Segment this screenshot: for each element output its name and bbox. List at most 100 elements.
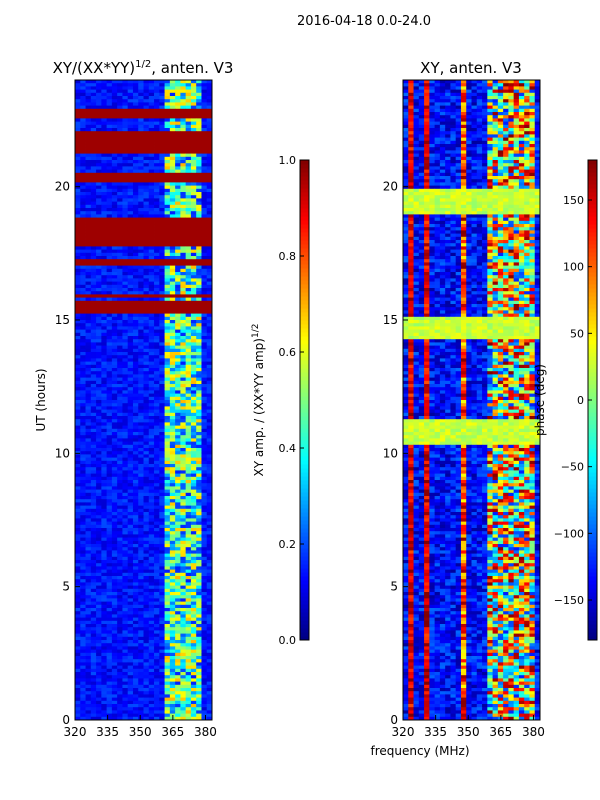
heatmap-cell <box>117 115 123 119</box>
heatmap-cell <box>206 576 213 580</box>
heatmap-cell <box>190 179 197 183</box>
heatmap-cell <box>127 179 134 183</box>
heatmap-cell <box>201 572 208 577</box>
heatmap-cell <box>80 112 86 116</box>
heatmap-cell <box>201 646 208 650</box>
heatmap-cell <box>75 246 81 250</box>
heatmap-cell <box>90 454 97 458</box>
heatmap-cell <box>106 246 113 250</box>
heatmap-cell <box>180 256 187 260</box>
heatmap-cell <box>148 563 155 567</box>
heatmap-cell <box>169 678 176 682</box>
heatmap-cell <box>201 454 208 458</box>
heatmap-cell <box>90 246 97 250</box>
heatmap-cell <box>201 556 208 561</box>
heatmap-cell <box>138 640 144 644</box>
heatmap-cell <box>96 96 102 100</box>
heatmap-cell <box>201 633 208 638</box>
heatmap-cell <box>80 102 86 106</box>
heatmap-cell <box>117 265 123 270</box>
heatmap-cell <box>196 332 202 337</box>
heatmap-cell <box>201 473 208 478</box>
heatmap-cell <box>201 652 208 657</box>
heatmap-cell <box>117 419 123 423</box>
heatmap-cell <box>154 272 160 276</box>
heatmap-cell <box>132 496 139 500</box>
heatmap-cell <box>80 502 86 506</box>
heatmap-cell <box>159 156 165 161</box>
heatmap-cell <box>175 608 181 612</box>
heatmap-cell <box>122 364 129 369</box>
heatmap-cell <box>138 358 144 362</box>
heatmap-cell <box>180 147 187 151</box>
heatmap-cell <box>85 518 92 522</box>
heatmap-cell <box>90 572 97 577</box>
heatmap-cell <box>111 390 118 394</box>
heatmap-cell <box>154 672 160 676</box>
heatmap-cell <box>75 265 81 270</box>
heatmap-cell <box>90 489 97 494</box>
heatmap-cell <box>185 588 192 593</box>
heatmap-cell <box>185 496 192 500</box>
heatmap-cell <box>96 201 102 206</box>
heatmap-cell <box>127 291 134 295</box>
heatmap-cell <box>90 358 97 362</box>
heatmap-cell <box>143 86 150 90</box>
heatmap-cell <box>201 390 208 394</box>
heatmap-cell <box>185 89 192 94</box>
heatmap-cell <box>185 368 192 372</box>
heatmap-cell <box>196 224 202 228</box>
heatmap-cell <box>80 172 86 177</box>
heatmap-cell <box>127 492 134 497</box>
heatmap-cell <box>159 537 165 542</box>
heatmap-cell <box>90 291 97 295</box>
heatmap-cell <box>106 326 113 330</box>
heatmap-cell <box>80 108 86 113</box>
heatmap-cell <box>206 208 213 212</box>
heatmap-cell <box>159 566 165 570</box>
heatmap-cell <box>185 627 192 631</box>
heatmap-cell <box>117 214 123 218</box>
heatmap-cell <box>111 256 118 260</box>
heatmap-cell <box>154 220 160 225</box>
heatmap-cell <box>154 281 160 286</box>
heatmap-cell <box>185 220 192 225</box>
heatmap-cell <box>148 150 155 154</box>
heatmap-cell <box>106 656 113 660</box>
heatmap-cell <box>185 547 192 551</box>
heatmap-cell <box>185 454 192 458</box>
heatmap-cell <box>143 540 150 545</box>
heatmap-cell <box>96 150 102 154</box>
heatmap-cell <box>80 262 86 266</box>
heatmap-cell <box>90 524 97 529</box>
heatmap-cell <box>143 233 150 238</box>
heatmap-cell <box>106 323 113 327</box>
heatmap-cell <box>127 531 134 535</box>
heatmap-cell <box>106 624 113 628</box>
heatmap-cell <box>206 220 213 225</box>
heatmap-cell <box>180 454 187 458</box>
heatmap-cell <box>180 464 187 468</box>
heatmap-cell <box>143 563 150 567</box>
heatmap-cell <box>111 614 118 618</box>
heatmap-cell <box>164 137 171 142</box>
heatmap-cell <box>143 460 150 465</box>
heatmap-cell <box>117 390 123 394</box>
heatmap-cell <box>143 160 150 164</box>
heatmap-cell <box>154 326 160 330</box>
heatmap-cell <box>190 598 197 602</box>
heatmap-cell <box>143 476 150 481</box>
heatmap-cell <box>101 291 108 295</box>
heatmap-cell <box>190 323 197 327</box>
heatmap-cell <box>85 326 92 330</box>
heatmap-cell <box>196 313 202 318</box>
heatmap-cell <box>169 265 176 270</box>
heatmap-cell <box>80 153 86 158</box>
heatmap-cell <box>122 348 129 353</box>
heatmap-cell <box>138 105 144 110</box>
heatmap-cell <box>159 617 165 622</box>
heatmap-cell <box>148 275 155 279</box>
heatmap-cell <box>201 172 208 177</box>
heatmap-cell <box>127 169 134 174</box>
heatmap-cell <box>148 249 155 254</box>
